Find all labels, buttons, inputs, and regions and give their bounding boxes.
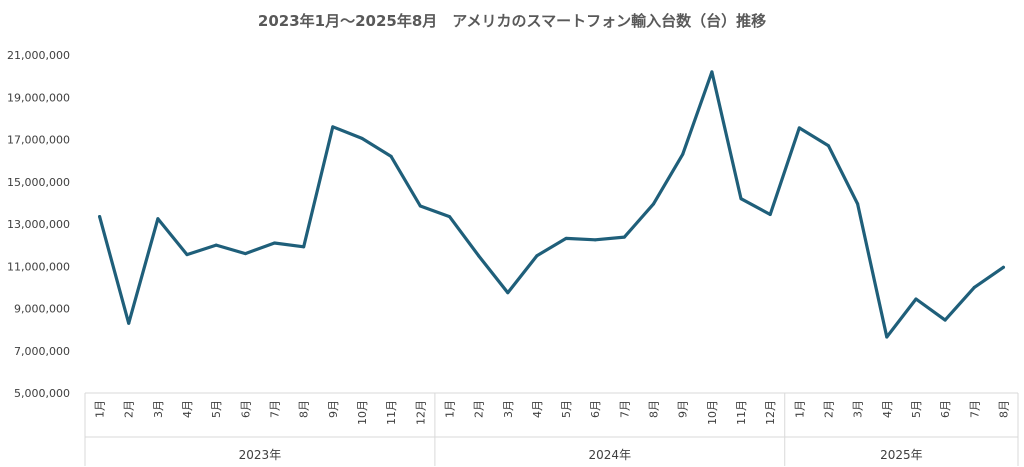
- data-point: [768, 212, 772, 216]
- x-tick-label: 2月: [822, 400, 835, 418]
- data-point: [885, 335, 889, 339]
- data-point: [856, 202, 860, 206]
- y-tick-label: 21,000,000: [7, 49, 70, 62]
- x-group-label: 2025年: [880, 448, 923, 462]
- x-tick-label: 2月: [123, 400, 136, 418]
- x-tick-label: 5月: [910, 400, 923, 418]
- x-tick-label: 11月: [385, 400, 398, 425]
- x-tick-label: 8月: [997, 400, 1010, 418]
- y-tick-label: 13,000,000: [7, 218, 70, 231]
- x-tick-label: 12月: [414, 400, 427, 425]
- x-tick-label: 3月: [152, 400, 165, 418]
- data-point: [418, 204, 422, 208]
- y-tick-label: 19,000,000: [7, 91, 70, 104]
- x-tick-label: 10月: [706, 400, 719, 425]
- data-point: [739, 197, 743, 201]
- x-tick-label: 7月: [968, 400, 981, 418]
- x-tick-label: 6月: [239, 400, 252, 418]
- data-point: [826, 144, 830, 148]
- data-point: [506, 291, 510, 295]
- x-tick-label: 4月: [881, 400, 894, 418]
- x-tick-label: 2月: [473, 400, 486, 418]
- x-tick-label: 5月: [560, 400, 573, 418]
- data-point: [593, 238, 597, 242]
- data-point: [243, 252, 247, 256]
- data-point: [156, 217, 160, 221]
- x-tick-label: 3月: [852, 400, 865, 418]
- x-tick-label: 12月: [764, 400, 777, 425]
- chart-title: 2023年1月～2025年8月 アメリカのスマートフォン輸入台数（台）推移: [257, 12, 767, 30]
- data-point: [360, 136, 364, 140]
- x-group-label: 2023年: [239, 448, 282, 462]
- x-tick-label: 9月: [677, 400, 690, 418]
- x-tick-label: 9月: [327, 400, 340, 418]
- x-tick-label: 6月: [589, 400, 602, 418]
- data-point: [302, 245, 306, 249]
- x-tick-label: 10月: [356, 400, 369, 425]
- data-point: [622, 235, 626, 239]
- x-tick-label: 7月: [618, 400, 631, 418]
- x-tick-label: 5月: [210, 400, 223, 418]
- x-tick-label: 1月: [443, 400, 456, 418]
- data-point: [972, 285, 976, 289]
- data-point: [564, 236, 568, 240]
- x-tick-label: 6月: [939, 400, 952, 418]
- x-tick-label: 8月: [648, 400, 661, 418]
- x-tick-label: 3月: [502, 400, 515, 418]
- y-tick-label: 9,000,000: [14, 303, 70, 316]
- x-tick-label: 1月: [94, 400, 107, 418]
- x-tick-label: 8月: [298, 400, 311, 418]
- x-tick-label: 11月: [735, 400, 748, 425]
- y-tick-label: 15,000,000: [7, 176, 70, 189]
- data-point: [535, 254, 539, 258]
- data-point: [914, 297, 918, 301]
- data-point: [389, 154, 393, 158]
- y-tick-label: 17,000,000: [7, 134, 70, 147]
- data-point: [652, 202, 656, 206]
- y-tick-label: 5,000,000: [14, 387, 70, 400]
- data-point: [98, 215, 102, 219]
- data-point: [331, 125, 335, 129]
- data-point: [477, 254, 481, 258]
- data-point: [273, 241, 277, 245]
- data-point: [943, 318, 947, 322]
- data-point: [185, 253, 189, 257]
- y-tick-label: 7,000,000: [14, 345, 70, 358]
- data-point: [447, 215, 451, 219]
- data-point: [681, 152, 685, 156]
- x-tick-label: 1月: [793, 400, 806, 418]
- data-point: [710, 70, 714, 74]
- x-tick-label: 4月: [181, 400, 194, 418]
- series-line: [97, 70, 1006, 339]
- x-group-label: 2024年: [589, 448, 632, 462]
- x-tick-label: 7月: [269, 400, 282, 418]
- data-point: [797, 126, 801, 130]
- y-tick-label: 11,000,000: [7, 260, 70, 273]
- data-point: [214, 243, 218, 247]
- data-point: [1001, 265, 1005, 269]
- data-point: [127, 321, 131, 325]
- x-tick-label: 4月: [531, 400, 544, 418]
